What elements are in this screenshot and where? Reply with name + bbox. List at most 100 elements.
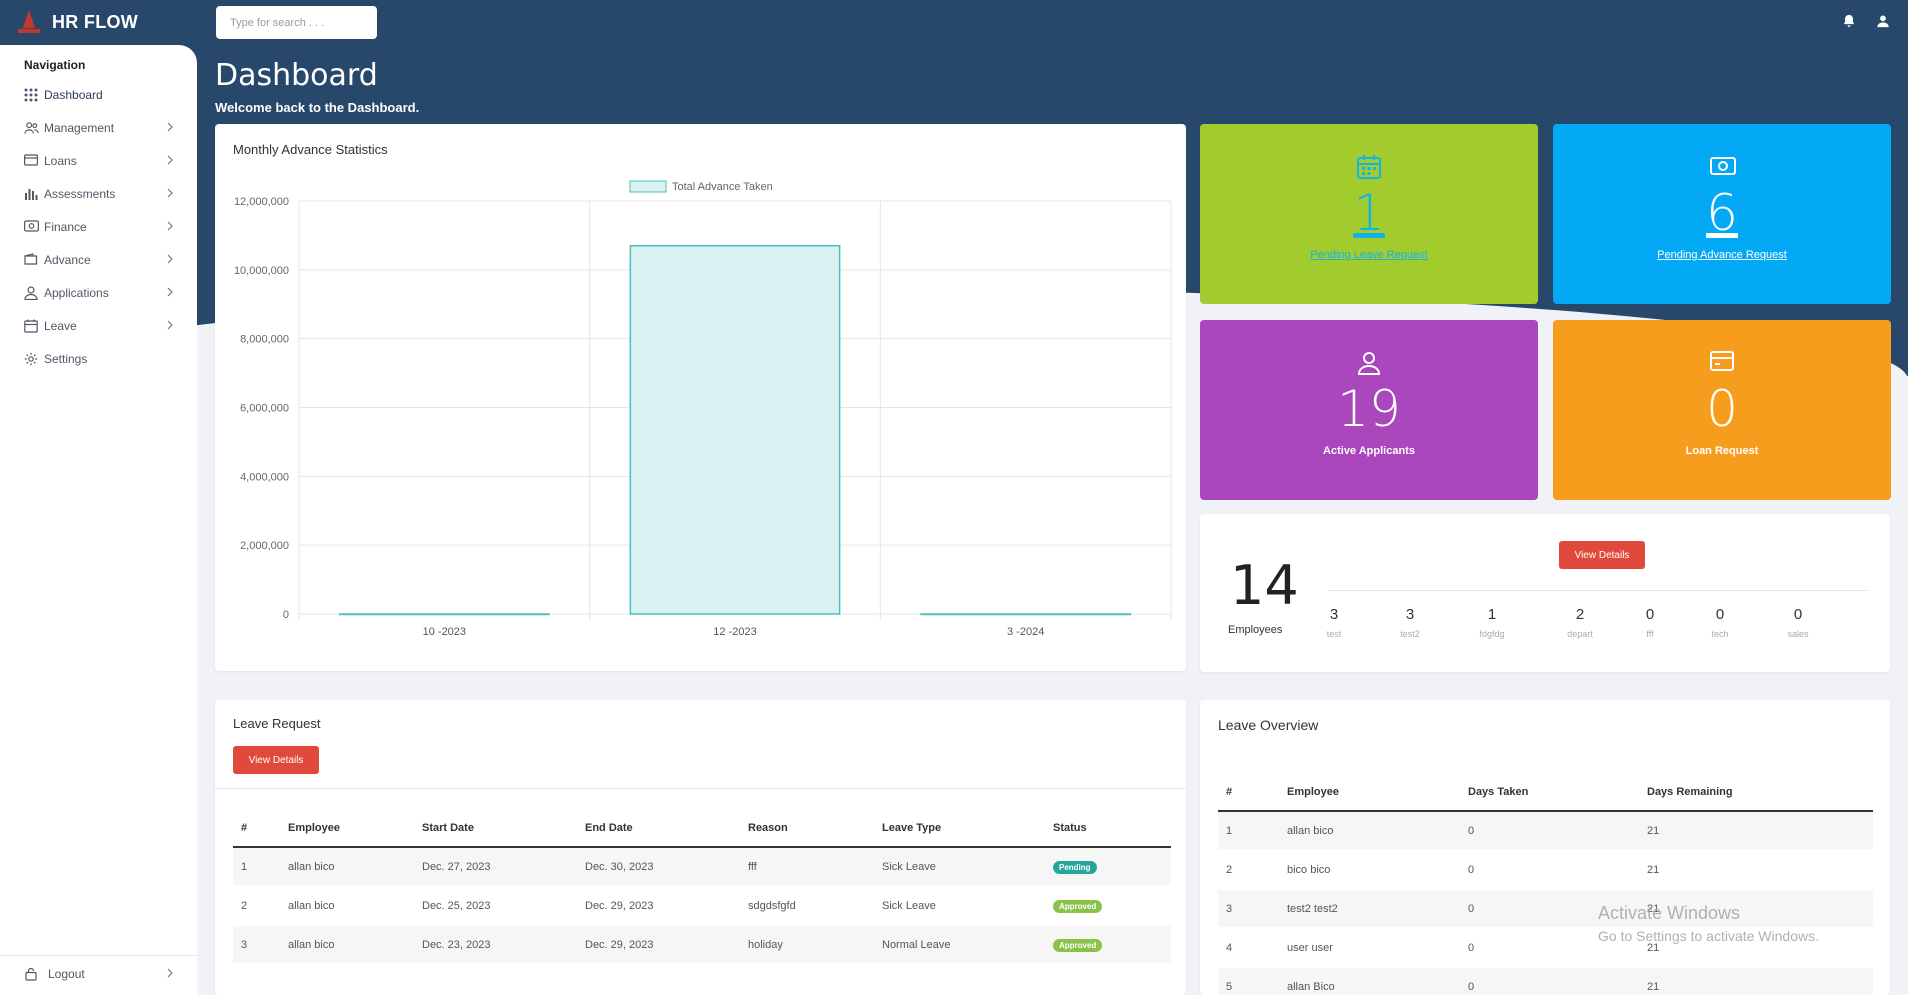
sidebar-item-label: Leave bbox=[44, 319, 77, 333]
bar bbox=[920, 613, 1132, 616]
table-row[interactable] bbox=[233, 926, 1171, 963]
sidebar-item-management[interactable]: Management bbox=[24, 118, 176, 138]
pending-leave-link[interactable]: Pending Leave Request bbox=[1310, 249, 1428, 261]
table-cell: allan bico bbox=[288, 900, 335, 912]
header-divider bbox=[1218, 810, 1873, 812]
column-header[interactable]: Status bbox=[1053, 822, 1087, 834]
table-cell: 3 bbox=[241, 939, 248, 951]
page-title: Dashboard bbox=[215, 58, 378, 93]
nav-title: Navigation bbox=[24, 58, 86, 72]
employees-card: 14 Employees View Details 3 test 3 test2 1 fd… bbox=[1200, 514, 1890, 672]
logout-button[interactable]: Logout bbox=[24, 964, 176, 984]
y-tick-label: 8,000,000 bbox=[240, 334, 289, 346]
sidebar-item-applications[interactable]: Applications bbox=[24, 283, 176, 303]
department-stat: 2 depart bbox=[1550, 606, 1610, 639]
table-cell: Dec. 25, 2023 bbox=[422, 900, 491, 912]
pending-leave-count[interactable]: 1 bbox=[1353, 184, 1385, 242]
sidebar-item-loans[interactable]: Loans bbox=[24, 151, 176, 171]
table-cell: Sick Leave bbox=[882, 900, 936, 912]
sidebar-item-label: Dashboard bbox=[44, 88, 103, 102]
table-row[interactable] bbox=[1218, 812, 1873, 849]
leave-overview-card: Leave Overview # Employee Days Taken Days R… bbox=[1200, 700, 1890, 995]
active-applicants-card[interactable]: 19 Active Applicants bbox=[1200, 320, 1538, 500]
table-row[interactable] bbox=[233, 848, 1171, 885]
column-header[interactable]: Employee bbox=[1287, 786, 1339, 798]
department-count: 3 bbox=[1329, 606, 1339, 623]
bell-icon[interactable] bbox=[1842, 14, 1858, 30]
table-row[interactable] bbox=[1218, 851, 1873, 888]
legend-label: Total Advance Taken bbox=[672, 181, 773, 193]
legend-swatch bbox=[629, 180, 667, 193]
table-cell: Dec. 29, 2023 bbox=[585, 939, 654, 951]
column-header[interactable]: Employee bbox=[288, 822, 340, 834]
pending-advance-card[interactable]: 6 Pending Advance Request bbox=[1553, 124, 1891, 304]
chevron-right-icon bbox=[166, 220, 176, 232]
column-header[interactable]: Reason bbox=[748, 822, 788, 834]
chevron-right-icon bbox=[166, 319, 176, 331]
user-icon bbox=[1356, 350, 1382, 376]
table-cell: 0 bbox=[1468, 942, 1475, 954]
chevron-right-icon bbox=[166, 154, 176, 166]
watermark-line1: Activate Windows bbox=[1598, 903, 1741, 923]
column-header[interactable]: Leave Type bbox=[882, 822, 942, 834]
y-tick-label: 6,000,000 bbox=[240, 403, 289, 415]
table-cell: 21 bbox=[1647, 981, 1660, 993]
table-cell: 21 bbox=[1647, 903, 1660, 915]
x-tick-label: 12 -2023 bbox=[713, 626, 756, 638]
divider bbox=[215, 788, 1186, 789]
department-count: 1 bbox=[1487, 606, 1497, 623]
column-header[interactable]: # bbox=[241, 822, 248, 834]
sidebar-item-dashboard[interactable]: Dashboard bbox=[24, 85, 176, 105]
sidebar-item-label: Assessments bbox=[44, 187, 116, 201]
department-count: 0 bbox=[1645, 606, 1655, 623]
column-header[interactable]: Start Date bbox=[422, 822, 474, 834]
table-cell: 21 bbox=[1647, 825, 1660, 837]
table-row[interactable] bbox=[233, 887, 1171, 924]
chart-card-title: Monthly Advance Statistics bbox=[233, 142, 388, 157]
table-cell: Sick Leave bbox=[882, 861, 936, 873]
department-name: sales bbox=[1787, 629, 1809, 639]
logout-label: Logout bbox=[48, 967, 85, 981]
table-row[interactable] bbox=[1218, 968, 1873, 995]
app-logo[interactable]: HR FLOW bbox=[18, 10, 138, 34]
leave-request-title: Leave Request bbox=[233, 716, 321, 731]
sidebar-item-advance[interactable]: Advance bbox=[24, 250, 176, 270]
column-header[interactable]: Days Remaining bbox=[1647, 786, 1733, 798]
sidebar-item-leave[interactable]: Leave bbox=[24, 316, 176, 336]
table-row[interactable] bbox=[1218, 929, 1873, 966]
sidebar-item-finance[interactable]: Finance bbox=[24, 217, 176, 237]
sidebar-item-label: Applications bbox=[44, 286, 109, 300]
chevron-right-icon bbox=[166, 187, 176, 199]
sidebar-item-settings[interactable]: Settings bbox=[24, 349, 176, 369]
table-cell: user user bbox=[1287, 942, 1333, 954]
pending-advance-link[interactable]: Pending Advance Request bbox=[1657, 249, 1787, 261]
table-cell: fff bbox=[748, 861, 757, 873]
column-header[interactable]: Days Taken bbox=[1468, 786, 1529, 798]
sidebar-item-label: Advance bbox=[44, 253, 91, 267]
department-stat: 1 fdgfdg bbox=[1462, 606, 1522, 639]
calendar-icon bbox=[1356, 154, 1382, 180]
table-row[interactable] bbox=[1218, 890, 1873, 927]
monthly-advance-chart-card: Monthly Advance Statistics Total Advance… bbox=[215, 124, 1186, 671]
pending-advance-count[interactable]: 6 bbox=[1706, 184, 1738, 242]
x-tick-label: 10 -2023 bbox=[423, 626, 466, 638]
app-name: HR FLOW bbox=[52, 11, 139, 32]
y-tick-label: 0 bbox=[283, 609, 289, 621]
leave-request-view-details-button[interactable]: View Details bbox=[233, 746, 319, 774]
logout-icon bbox=[24, 967, 39, 982]
table-cell: Dec. 27, 2023 bbox=[422, 861, 491, 873]
column-header[interactable]: # bbox=[1226, 786, 1233, 798]
y-tick-label: 12,000,000 bbox=[234, 196, 289, 208]
search-input[interactable] bbox=[216, 6, 377, 39]
department-name: test bbox=[1326, 629, 1342, 639]
sidebar-item-assessments[interactable]: Assessments bbox=[24, 184, 176, 204]
user-profile-icon[interactable] bbox=[1876, 14, 1892, 30]
table-cell: 0 bbox=[1468, 981, 1475, 993]
column-header[interactable]: End Date bbox=[585, 822, 633, 834]
department-name: test2 bbox=[1400, 629, 1420, 639]
loan-request-card[interactable]: 0 Loan Request bbox=[1553, 320, 1891, 500]
logo-icon bbox=[18, 10, 40, 34]
employees-view-details-button[interactable]: View Details bbox=[1559, 541, 1645, 569]
pending-leave-card[interactable]: 1 Pending Leave Request bbox=[1200, 124, 1538, 304]
x-tick-label: 3 -2024 bbox=[1007, 626, 1044, 638]
